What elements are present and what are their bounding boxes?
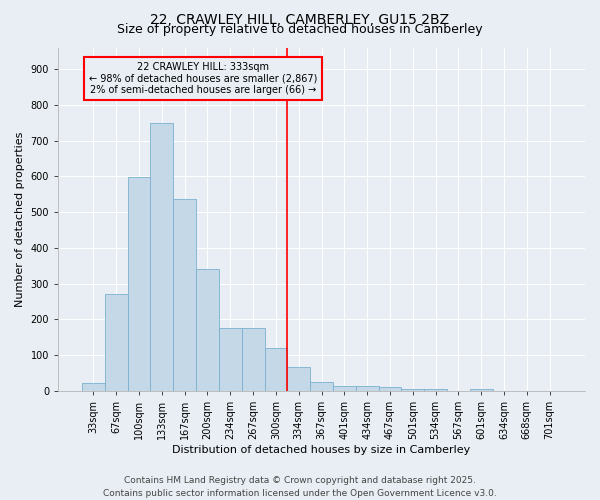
Bar (287, 366, 310, 391)
Bar (105, 294, 128, 391)
Bar (333, 386, 356, 391)
Text: 22, CRAWLEY HILL, CAMBERLEY, GU15 2BZ: 22, CRAWLEY HILL, CAMBERLEY, GU15 2BZ (151, 12, 449, 26)
Text: Size of property relative to detached houses in Camberley: Size of property relative to detached ho… (117, 22, 483, 36)
Bar (151, 124, 173, 391)
Bar (82, 383, 105, 391)
Bar (242, 328, 265, 391)
Bar (196, 270, 219, 391)
Bar (470, 390, 493, 391)
Bar (310, 382, 333, 391)
Text: Contains HM Land Registry data © Crown copyright and database right 2025.
Contai: Contains HM Land Registry data © Crown c… (103, 476, 497, 498)
Bar (401, 390, 424, 391)
Bar (356, 386, 379, 391)
Y-axis label: Number of detached properties: Number of detached properties (15, 132, 25, 307)
Text: 22 CRAWLEY HILL: 333sqm
← 98% of detached houses are smaller (2,867)
2% of semi-: 22 CRAWLEY HILL: 333sqm ← 98% of detache… (89, 62, 317, 95)
Bar (265, 348, 287, 391)
Bar (379, 386, 401, 391)
Bar (128, 178, 151, 391)
Bar (173, 199, 196, 391)
X-axis label: Distribution of detached houses by size in Camberley: Distribution of detached houses by size … (172, 445, 470, 455)
Bar (219, 328, 242, 391)
Bar (424, 390, 447, 391)
